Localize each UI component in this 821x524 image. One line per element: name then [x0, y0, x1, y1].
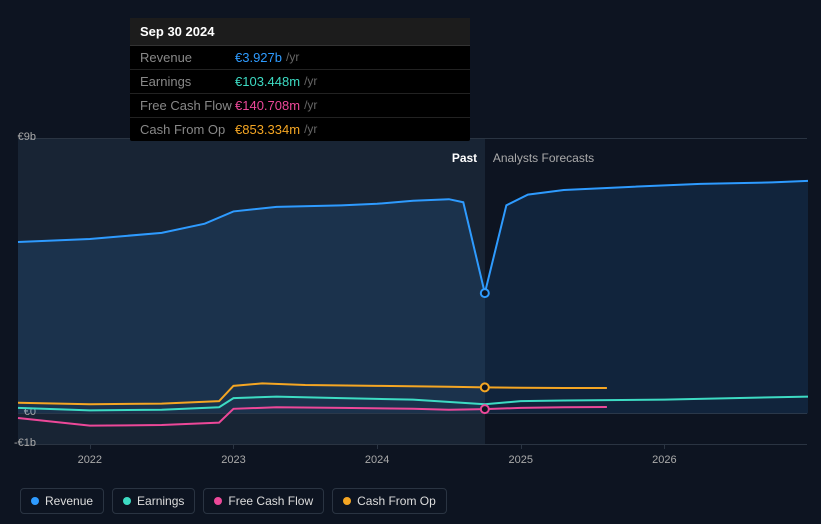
legend-dot-icon — [31, 497, 39, 505]
x-tick-label: 2024 — [365, 454, 389, 466]
chart-legend: Revenue Earnings Free Cash Flow Cash From O… — [20, 488, 447, 514]
chart-tooltip: Sep 30 2024 Revenue€3.927b/yrEarnings€10… — [130, 18, 470, 141]
tooltip-row-label: Free Cash Flow — [140, 98, 235, 113]
legend-item-cash-from-op[interactable]: Cash From Op — [332, 488, 447, 514]
cursor-marker-cash-from-op — [481, 383, 489, 391]
legend-item-free-cash-flow[interactable]: Free Cash Flow — [203, 488, 324, 514]
tooltip-date: Sep 30 2024 — [130, 18, 470, 46]
legend-label: Cash From Op — [357, 494, 436, 508]
tooltip-row: Cash From Op€853.334m/yr — [130, 118, 470, 141]
tooltip-row: Earnings€103.448m/yr — [130, 70, 470, 94]
tooltip-row-label: Cash From Op — [140, 122, 235, 137]
x-tick-mark — [90, 444, 91, 449]
legend-dot-icon — [214, 497, 222, 505]
legend-dot-icon — [123, 497, 131, 505]
legend-dot-icon — [343, 497, 351, 505]
x-axis: 2022 2023 2024 2025 2026 — [0, 450, 821, 470]
cursor-marker-revenue — [481, 289, 489, 297]
legend-item-revenue[interactable]: Revenue — [20, 488, 104, 514]
gridline-bottom — [18, 444, 807, 445]
legend-item-earnings[interactable]: Earnings — [112, 488, 195, 514]
tooltip-row: Revenue€3.927b/yr — [130, 46, 470, 70]
x-tick-mark — [664, 444, 665, 449]
tooltip-row-unit: /yr — [304, 74, 317, 89]
tooltip-row-label: Revenue — [140, 50, 235, 65]
x-tick-label: 2026 — [652, 454, 676, 466]
tooltip-row-unit: /yr — [286, 50, 299, 65]
x-tick-mark — [521, 444, 522, 449]
tooltip-row-value: €3.927b — [235, 50, 282, 65]
x-tick-label: 2025 — [508, 454, 532, 466]
tooltip-row: Free Cash Flow€140.708m/yr — [130, 94, 470, 118]
tooltip-row-value: €140.708m — [235, 98, 300, 113]
line-chart[interactable] — [18, 138, 808, 444]
legend-label: Earnings — [137, 494, 184, 508]
x-tick-mark — [377, 444, 378, 449]
x-tick-mark — [233, 444, 234, 449]
x-tick-label: 2023 — [221, 454, 245, 466]
legend-label: Revenue — [45, 494, 93, 508]
tooltip-row-value: €103.448m — [235, 74, 300, 89]
revenue-area — [18, 181, 808, 414]
tooltip-row-unit: /yr — [304, 98, 317, 113]
tooltip-row-value: €853.334m — [235, 122, 300, 137]
tooltip-row-label: Earnings — [140, 74, 235, 89]
tooltip-row-unit: /yr — [304, 122, 317, 137]
x-tick-label: 2022 — [78, 454, 102, 466]
legend-label: Free Cash Flow — [228, 494, 313, 508]
cursor-marker-free-cash-flow — [481, 405, 489, 413]
